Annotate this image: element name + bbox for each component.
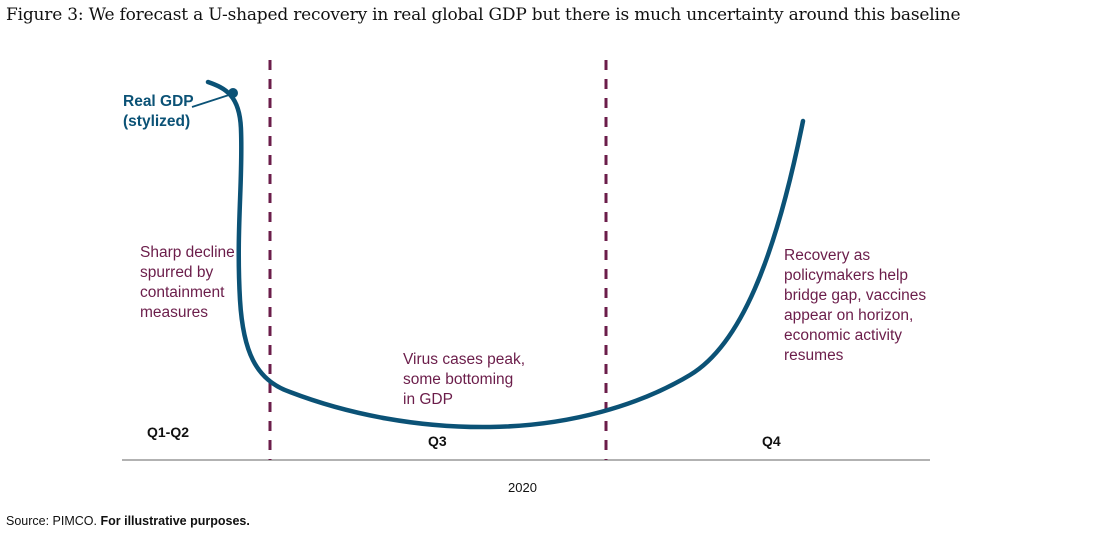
annotation-line: policymakers help <box>784 267 909 284</box>
period-label-q4: Q4 <box>762 433 781 449</box>
period-label-q3: Q3 <box>428 433 447 449</box>
label-leader-line <box>191 93 233 108</box>
annotation-line: in GDP <box>403 391 453 408</box>
curve-marker <box>228 88 238 98</box>
annotation-line: Virus cases peak, <box>403 351 526 368</box>
x-axis-label: 2020 <box>508 480 537 495</box>
annotation-line: resumes <box>784 347 844 364</box>
annotation-line: appear on horizon, <box>784 307 914 324</box>
illustrative-note: For illustrative purposes. <box>100 514 250 528</box>
annotation-recovery: Recovery as policymakers help bridge gap… <box>784 246 926 366</box>
source-text: Source: PIMCO. <box>6 514 101 528</box>
figure-title: Figure 3: We forecast a U-shaped recover… <box>6 5 961 25</box>
series-label: Real GDP (stylized) <box>123 92 194 132</box>
annotation-decline: Sharp decline spurred by containment mea… <box>140 243 235 323</box>
series-label-line: (stylized) <box>123 113 191 130</box>
annotation-line: Sharp decline <box>140 244 235 261</box>
annotation-line: containment <box>140 284 225 301</box>
annotation-line: economic activity <box>784 327 903 344</box>
series-label-line: Real GDP <box>123 93 194 110</box>
annotation-line: measures <box>140 304 209 321</box>
gdp-curve <box>205 79 806 430</box>
annotation-line: bridge gap, vaccines <box>784 287 927 304</box>
annotation-line: Recovery as <box>784 247 871 264</box>
period-label-q1-q2: Q1-Q2 <box>147 424 190 440</box>
annotation-line: some bottoming <box>403 371 514 388</box>
source-note: Source: PIMCO. For illustrative purposes… <box>6 514 250 528</box>
annotation-line: spurred by <box>140 264 214 281</box>
annotation-bottom: Virus cases peak, some bottoming in GDP <box>403 350 525 410</box>
